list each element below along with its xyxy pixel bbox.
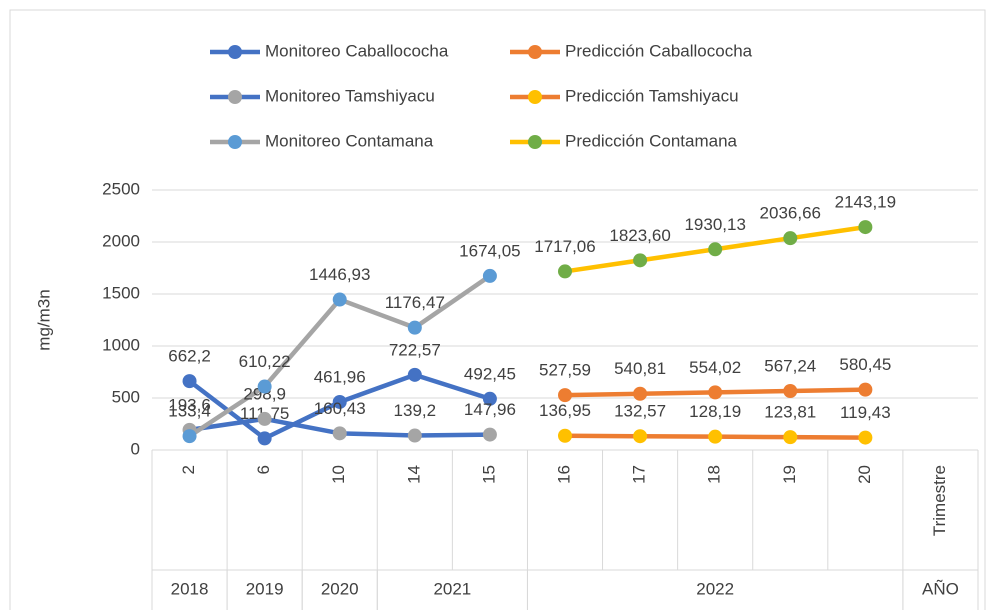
legend-marker — [228, 45, 242, 59]
data-point — [858, 430, 873, 445]
data-point — [633, 429, 648, 444]
data-label: 1823,60 — [609, 226, 670, 245]
data-point — [858, 220, 873, 235]
chart-border — [9, 9, 986, 610]
data-point — [257, 431, 272, 446]
data-point — [257, 379, 272, 394]
data-label: 554,02 — [689, 358, 741, 377]
data-label: 147,96 — [464, 400, 516, 419]
data-label: 1930,13 — [684, 215, 745, 234]
data-label: 193,6 — [168, 395, 211, 414]
data-label: 133,4 — [168, 402, 211, 421]
legend-label: Monitoreo Caballococha — [265, 41, 449, 60]
y-tick-label: 2000 — [102, 231, 140, 250]
x-tick-label: 17 — [630, 465, 649, 484]
data-point — [482, 427, 497, 442]
data-point — [558, 388, 572, 403]
y-tick-label: 2500 — [102, 179, 140, 198]
legend-marker — [228, 135, 242, 149]
data-label: 2143,19 — [835, 193, 896, 212]
legend-label: Monitoreo Tamshiyacu — [265, 86, 435, 105]
year-label: 2019 — [246, 579, 284, 598]
data-label: 160,43 — [314, 399, 366, 418]
year-label: 2022 — [696, 579, 734, 598]
data-label: 461,96 — [314, 367, 366, 386]
year-label: 2021 — [433, 579, 471, 598]
x-tick-label: 6 — [254, 465, 273, 474]
data-point — [633, 386, 648, 401]
legend-label: Predicción Tamshiyacu — [565, 86, 739, 105]
legend-marker — [528, 45, 542, 59]
x-tick-label: 14 — [404, 465, 423, 484]
year-label: 2018 — [171, 579, 209, 598]
year-label: AÑO — [922, 579, 959, 598]
x-tick-label: 2 — [179, 465, 198, 474]
data-point — [482, 391, 497, 406]
data-label: 1446,93 — [309, 265, 370, 284]
data-point — [407, 367, 422, 382]
data-label: 567,24 — [764, 356, 816, 375]
data-label: 540,81 — [614, 359, 666, 378]
data-point — [783, 430, 798, 445]
data-point — [558, 428, 572, 443]
data-label: 1717,06 — [534, 237, 595, 256]
data-point — [332, 426, 347, 441]
data-label: 722,57 — [389, 340, 441, 359]
data-point — [407, 320, 422, 335]
y-tick-label: 0 — [131, 439, 140, 458]
y-tick-label: 1000 — [102, 335, 140, 354]
data-label: 136,95 — [539, 401, 591, 420]
data-point — [708, 385, 723, 400]
data-point — [332, 292, 347, 307]
x-tick-label: 15 — [479, 465, 498, 484]
data-label: 1176,47 — [385, 293, 445, 312]
legend-marker — [228, 90, 242, 104]
year-label: 2020 — [321, 579, 359, 598]
data-label: 580,45 — [839, 355, 891, 374]
data-point — [858, 382, 873, 397]
data-label: 298,9 — [243, 384, 286, 403]
x-tick-label: 20 — [855, 465, 874, 484]
data-point — [633, 253, 648, 268]
data-point — [332, 394, 347, 409]
data-point — [783, 384, 798, 399]
legend-marker — [528, 90, 542, 104]
data-label: 128,19 — [689, 402, 741, 421]
data-label: 492,45 — [464, 364, 516, 383]
x-tick-label: Trimestre — [930, 465, 949, 536]
x-tick-label: 16 — [554, 465, 573, 484]
x-tick-label: 10 — [329, 465, 348, 484]
legend-label: Predicción Caballococha — [565, 41, 753, 60]
y-tick-label: 1500 — [102, 283, 140, 302]
data-label: 139,2 — [394, 401, 437, 420]
data-point — [558, 264, 572, 279]
y-axis-label: mg/m3n — [34, 289, 53, 350]
data-label: 1674,05 — [459, 241, 520, 260]
x-tick-label: 19 — [780, 465, 799, 484]
legend-label: Monitoreo Contamana — [265, 131, 434, 150]
data-point — [783, 231, 798, 246]
y-tick-label: 500 — [112, 387, 140, 406]
data-label: 2036,66 — [760, 204, 821, 223]
data-label: 123,81 — [764, 403, 816, 422]
data-point — [407, 428, 422, 443]
data-label: 119,43 — [840, 403, 891, 422]
data-point — [182, 429, 197, 444]
data-point — [257, 411, 272, 426]
x-tick-label: 18 — [705, 465, 724, 484]
data-point — [482, 268, 497, 283]
data-point — [708, 429, 723, 444]
data-point — [708, 242, 723, 257]
data-label: 132,57 — [614, 402, 666, 421]
data-point — [182, 374, 197, 389]
data-label: 527,59 — [539, 361, 591, 380]
legend-marker — [528, 135, 542, 149]
legend-label: Predicción Contamana — [565, 131, 738, 150]
data-label: 662,2 — [168, 347, 211, 366]
data-label: 610,22 — [239, 352, 291, 371]
